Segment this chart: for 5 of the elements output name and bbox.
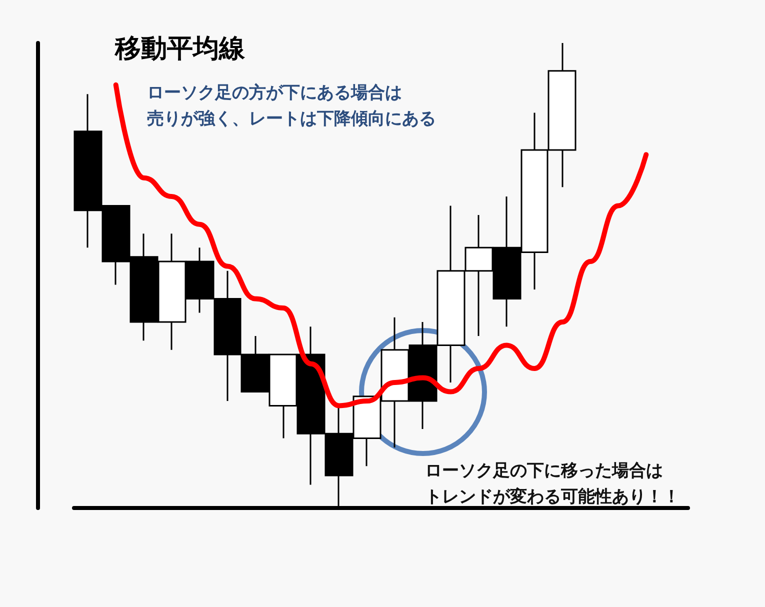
annotation: 売りが強く、レートは下降傾向にある (147, 109, 436, 129)
annotation: ローソク足の下に移った場合は (425, 461, 663, 481)
chart-title: 移動平均線 (114, 34, 246, 64)
annotation: ローソク足の方が下にある場合は (147, 83, 402, 103)
annotation: トレンドが変わる可能性あり！！ (425, 487, 680, 507)
